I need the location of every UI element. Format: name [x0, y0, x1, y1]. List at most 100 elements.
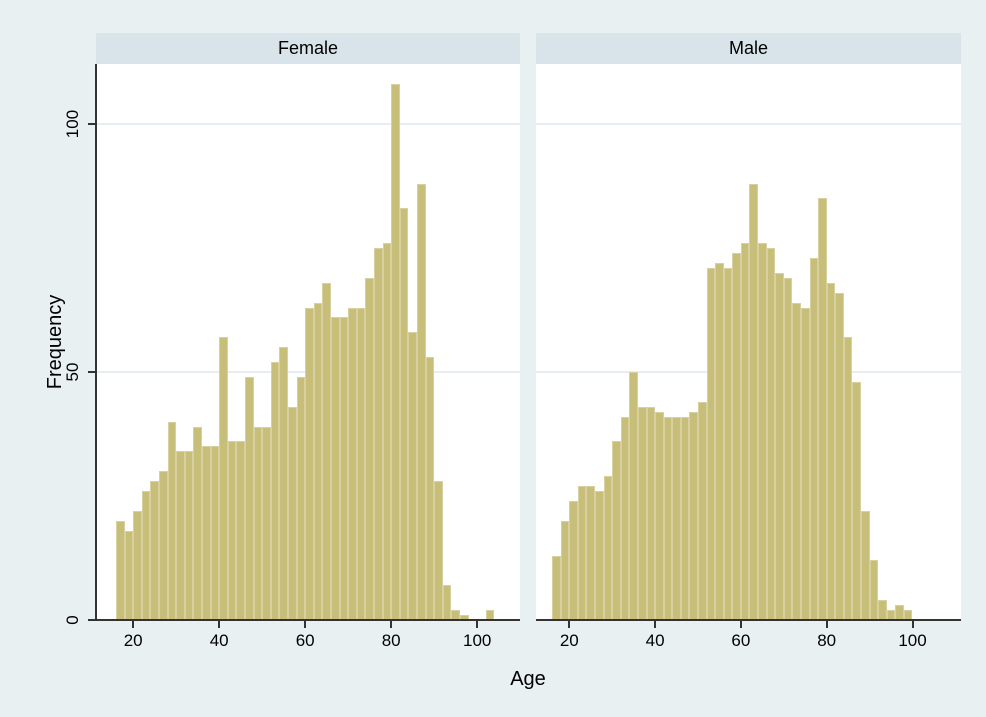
x-tick-label: 80: [817, 631, 837, 650]
histogram-bar: [116, 520, 125, 620]
histogram-bar: [672, 416, 681, 620]
gridline-y100: [96, 123, 520, 125]
x-axis-tick: [218, 621, 221, 628]
histogram-bar: [552, 555, 561, 620]
histogram-bar: [595, 491, 604, 620]
histogram-bar: [305, 307, 314, 620]
histogram-bar: [698, 401, 707, 620]
histogram-bar: [560, 520, 570, 620]
histogram-bar: [331, 317, 340, 620]
x-tick-label: 20: [559, 631, 579, 650]
histogram-bar: [663, 416, 673, 620]
histogram-bar: [732, 252, 741, 620]
histogram-bar: [322, 282, 331, 620]
histogram-bar: [167, 421, 177, 620]
panel-female-title: Female: [277, 38, 339, 58]
histogram-bar: [296, 376, 306, 620]
panel-female-plot: [95, 64, 520, 621]
panel-male-plot: [536, 64, 961, 621]
histogram-bar: [408, 332, 417, 620]
histogram-bar: [629, 372, 638, 620]
histogram-bar: [758, 243, 767, 620]
x-axis-tick: [476, 621, 479, 628]
histogram-bar: [723, 267, 733, 620]
histogram-bar: [184, 451, 194, 620]
y-tick-label: 50: [63, 362, 82, 382]
histogram-bar: [586, 486, 596, 620]
histogram-bar: [279, 347, 288, 620]
histogram-bar: [451, 610, 460, 620]
histogram-bar: [766, 248, 776, 620]
histogram-bar: [903, 610, 913, 620]
histogram-bar: [715, 262, 724, 620]
histogram-bar: [775, 272, 784, 620]
histogram-bar: [348, 307, 357, 620]
x-axis-title: Age: [510, 668, 546, 690]
histogram-bar: [646, 406, 656, 620]
histogram-bar: [227, 441, 237, 620]
histogram-bar: [800, 307, 810, 620]
x-axis-tick: [654, 621, 657, 628]
x-axis-tick: [739, 621, 742, 628]
histogram-bar: [835, 292, 844, 620]
histogram-bar: [270, 362, 280, 620]
histogram-bar: [460, 615, 469, 620]
histogram-bar: [176, 451, 185, 620]
histogram-bar: [485, 610, 495, 620]
histogram-bar: [895, 605, 904, 620]
histogram-bar: [706, 267, 716, 620]
histogram-bar: [356, 307, 366, 620]
histogram-bar: [339, 317, 349, 620]
x-axis-line: [536, 619, 961, 621]
x-tick-label: 40: [645, 631, 665, 650]
histogram-bar: [655, 411, 664, 620]
histogram-bar: [434, 481, 443, 620]
histogram-bar: [124, 530, 134, 620]
histogram-bar: [886, 610, 896, 620]
gridline-y100: [536, 123, 961, 125]
y-axis-tick: [88, 123, 95, 125]
x-tick-label: 100: [463, 631, 492, 650]
panel-male-header: Male: [536, 33, 961, 64]
histogram-bar: [740, 243, 750, 620]
x-tick-label: 20: [123, 631, 143, 650]
histogram-bar: [689, 411, 698, 620]
x-tick-label: 40: [209, 631, 229, 650]
histogram-bar: [133, 510, 142, 620]
x-axis-tick: [304, 621, 307, 628]
histogram-bar: [612, 441, 621, 620]
histogram-bar: [365, 277, 374, 620]
y-axis-line: [95, 64, 97, 621]
histogram-bar: [749, 183, 759, 620]
histogram-bar: [603, 476, 613, 620]
histogram-bar: [202, 446, 211, 620]
x-tick-label: 60: [731, 631, 751, 650]
histogram-bar: [159, 471, 168, 620]
histogram-bar: [399, 208, 409, 620]
histogram-bar: [141, 491, 151, 620]
histogram-bar: [425, 357, 435, 620]
x-axis-tick: [132, 621, 135, 628]
histogram-bar: [843, 337, 853, 620]
panel-male-title: Male: [728, 38, 768, 58]
histogram-bar: [417, 183, 426, 620]
y-axis-tick: [88, 619, 95, 621]
histogram-bar: [878, 600, 887, 620]
y-tick-label: 100: [63, 109, 82, 139]
x-axis-tick: [568, 621, 571, 628]
histogram-bar: [236, 441, 245, 620]
histogram-bar: [569, 500, 578, 620]
histogram-bar: [288, 406, 297, 620]
x-tick-label: 100: [898, 631, 927, 650]
histogram-bar: [374, 248, 383, 620]
x-tick-label: 60: [295, 631, 315, 650]
x-axis-tick: [390, 621, 393, 628]
x-axis-line: [96, 619, 520, 621]
histogram-bar: [193, 426, 202, 620]
histogram-bar: [620, 416, 630, 620]
histogram-bar: [150, 481, 159, 620]
histogram-bar: [809, 257, 819, 620]
histogram-bar: [861, 510, 870, 620]
x-tick-label: 80: [381, 631, 401, 650]
histogram-bar: [680, 416, 690, 620]
